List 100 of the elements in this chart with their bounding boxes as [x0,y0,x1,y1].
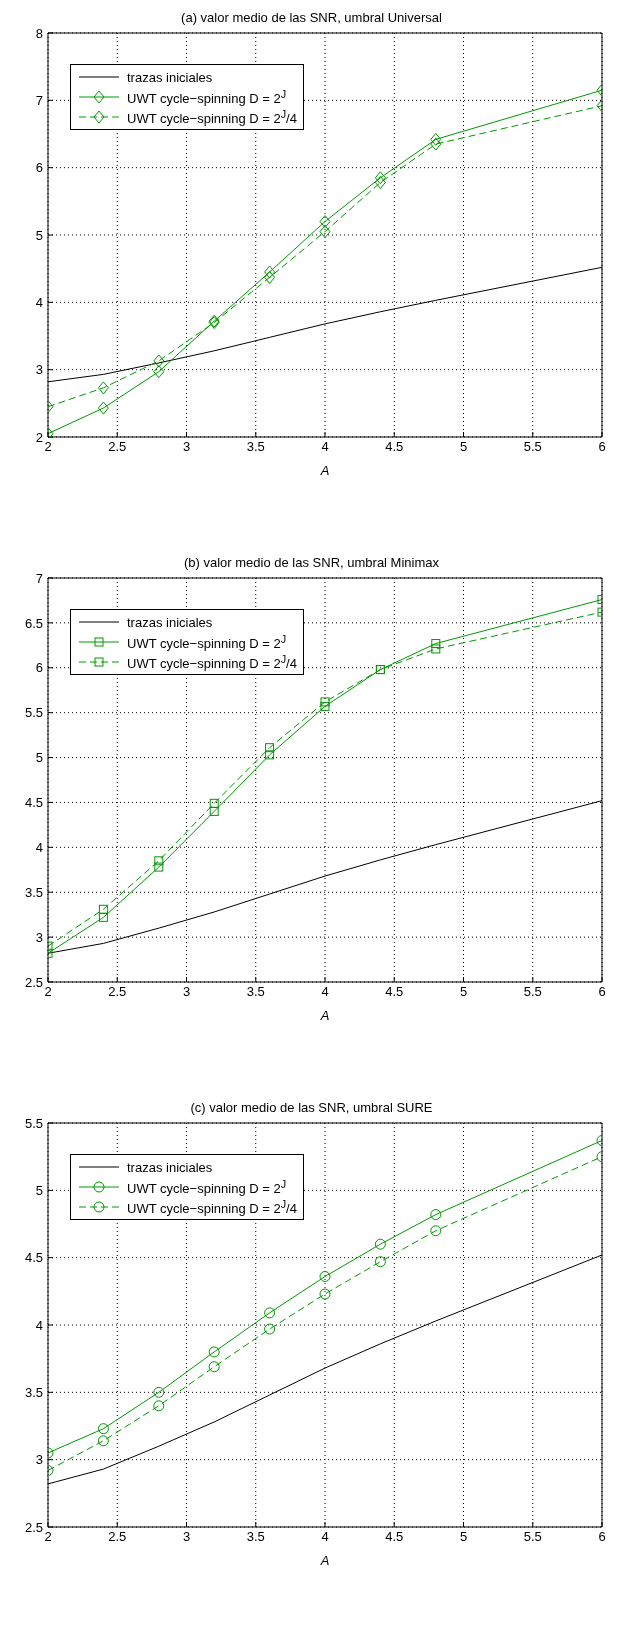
y-tick-label: 3 [35,362,43,378]
point [374,1256,386,1268]
x-tick-label: 6 [598,1529,606,1545]
x-tick-label: 5 [459,439,468,455]
point [209,798,219,808]
point [264,1307,276,1319]
y-tick-label: 5.5 [24,1115,43,1131]
chart-title: (a) valor medio de las SNR, umbral Universal [181,10,442,25]
legend-label: UWT cycle−spinning D = 2$^{J}$ [127,632,287,652]
point [320,697,330,707]
x-tick-label: 6 [598,984,606,1000]
point [98,904,108,914]
point [208,1361,220,1373]
point [319,225,331,239]
point [319,1271,331,1283]
point [319,215,331,229]
x-tick-label: 4.5 [385,1529,404,1545]
x-tick-label: 4 [321,1529,329,1545]
y-tick-label: 3 [35,929,43,945]
y-tick-label: 2.5 [24,974,43,990]
point [320,701,330,711]
legend-label: UWT cycle−spinning D = 2$^{J}$/4 [127,107,297,127]
point [374,171,386,185]
y-tick-label: 2 [35,429,43,445]
point [97,1435,109,1447]
x-tick-label: 5.5 [523,439,542,455]
legend-label: trazas iniciales [127,1159,213,1175]
y-tick-label: 6 [35,160,43,176]
y-tick-label: 7 [35,570,43,586]
y-tick-label: 5.5 [24,705,43,721]
x-tick-label: 3 [182,439,191,455]
point [154,856,164,866]
y-tick-label: 4 [35,294,43,310]
point [430,1209,442,1221]
y-tick-label: 4.5 [24,795,43,811]
point [97,401,109,415]
y-tick-label: 5 [35,227,43,243]
point [153,1400,165,1412]
y-tick-label: 2.5 [24,1519,43,1535]
x-axis-title: A [319,1008,330,1023]
chart-title: (b) valor medio de las SNR, umbral Minimax [183,555,440,570]
point [265,743,275,753]
x-tick-label: 5.5 [523,1529,542,1545]
point [97,381,109,395]
y-tick-label: 6.5 [24,615,43,631]
point [208,1346,220,1358]
y-tick-label: 6 [35,660,43,676]
x-tick-label: 5 [459,1529,468,1545]
x-tick-label: 2.5 [108,1529,127,1545]
legend-label: trazas iniciales [127,69,213,85]
point [265,750,275,760]
legend-label: UWT cycle−spinning D = 2$^{J}$ [127,87,287,107]
point [153,354,165,368]
x-tick-label: 4.5 [385,984,404,1000]
x-tick-label: 3 [182,1529,191,1545]
x-tick-label: 2.5 [108,984,127,1000]
x-axis-title: A [319,1553,330,1568]
point [431,639,441,649]
point [264,270,276,284]
x-tick-label: 6 [598,439,606,455]
point [264,1323,276,1335]
y-tick-label: 5 [35,750,43,766]
point [97,1423,109,1435]
legend-label: trazas iniciales [127,614,213,630]
x-tick-label: 3.5 [246,1529,265,1545]
point [154,862,164,872]
x-tick-label: 4 [321,439,329,455]
legend-label: UWT cycle−spinning D = 2$^{J}$ [127,1177,287,1197]
x-tick-label: 3.5 [246,984,265,1000]
y-tick-label: 3 [35,1452,43,1468]
point [430,137,442,151]
y-tick-label: 4.5 [24,1250,43,1266]
y-tick-label: 8 [35,25,43,41]
legend-label: UWT cycle−spinning D = 2$^{J}$/4 [127,1197,297,1217]
point [153,365,165,379]
x-tick-label: 4 [321,984,329,1000]
x-tick-label: 5 [459,984,468,1000]
y-tick-label: 4 [35,839,43,855]
y-tick-label: 5 [35,1182,43,1198]
point [98,912,108,922]
point [209,806,219,816]
x-tick-label: 5.5 [523,984,542,1000]
y-tick-label: 3.5 [24,1384,43,1400]
point [431,644,441,654]
y-tick-label: 7 [35,92,43,108]
point [153,1386,165,1398]
point [264,265,276,279]
point [430,1225,442,1237]
x-tick-label: 4.5 [385,439,404,455]
x-tick-label: 3 [182,984,191,1000]
point [319,1288,331,1300]
point [430,132,442,146]
x-tick-label: 2.5 [108,439,127,455]
x-tick-label: 3.5 [246,439,265,455]
y-tick-label: 3.5 [24,884,43,900]
chart-title: (c) valor medio de las SNR, umbral SURE [190,1100,433,1115]
point [374,1238,386,1250]
x-axis-title: A [319,463,330,478]
legend-label: UWT cycle−spinning D = 2$^{J}$/4 [127,652,297,672]
y-tick-label: 4 [35,1317,43,1333]
